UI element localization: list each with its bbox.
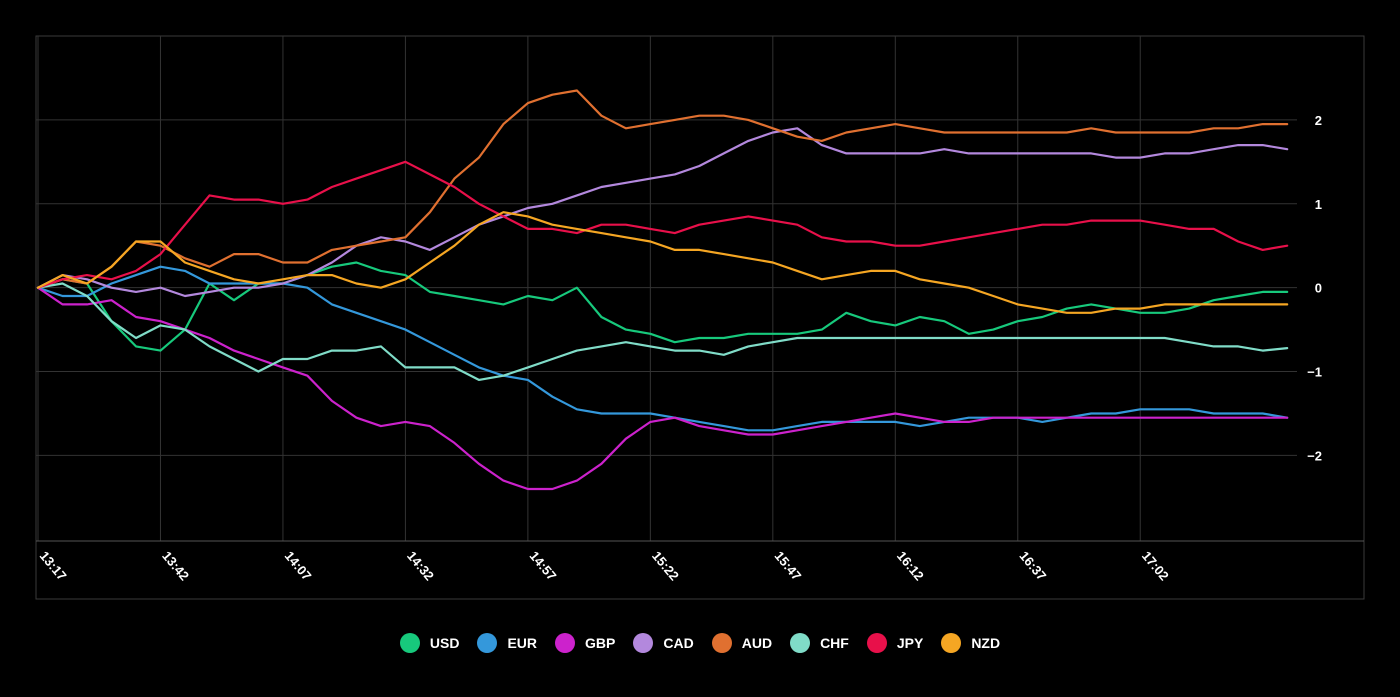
legend-item-nzd[interactable]: NZD	[941, 633, 1000, 653]
legend-label: CHF	[820, 635, 849, 651]
plot-frame	[35, 35, 1365, 600]
legend-marker-icon	[477, 633, 498, 653]
series-line-usd	[36, 261, 1289, 352]
series-line-gbp	[36, 286, 1289, 491]
legend-label: NZD	[971, 635, 1001, 651]
y-tick-label: 2	[1315, 113, 1322, 128]
series-line-eur	[36, 265, 1289, 432]
legend: USD EUR GBP CAD AUD CHF JPY NZD	[0, 630, 1400, 656]
legend-item-jpy[interactable]: JPY	[866, 633, 924, 653]
legend-label: GBP	[585, 635, 616, 651]
series-line-jpy	[36, 160, 1289, 289]
legend-marker-icon	[399, 633, 420, 653]
legend-marker-icon	[711, 633, 732, 653]
series-line-cad	[36, 127, 1289, 298]
y-tick-label: 0	[1315, 281, 1322, 296]
series-line-chf	[36, 282, 1289, 381]
series-lines	[36, 89, 1289, 491]
legend-item-gbp[interactable]: GBP	[555, 633, 615, 653]
y-tick-label: 1	[1315, 197, 1322, 212]
legend-label: CAD	[663, 635, 694, 651]
y-tick-label: −1	[1307, 365, 1322, 380]
y-tick-label: −2	[1307, 448, 1322, 463]
legend-label: USD	[429, 635, 460, 651]
grid	[36, 36, 1297, 541]
series-line-nzd	[36, 211, 1289, 314]
legend-marker-icon	[866, 633, 887, 653]
legend-marker-icon	[941, 633, 962, 653]
legend-item-aud[interactable]: AUD	[711, 633, 773, 653]
legend-label: EUR	[507, 635, 538, 651]
legend-item-chf[interactable]: CHF	[790, 633, 849, 653]
legend-label: AUD	[741, 635, 773, 651]
series-line-aud	[36, 89, 1289, 289]
legend-marker-icon	[790, 633, 811, 653]
legend-item-usd[interactable]: USD	[399, 633, 460, 653]
legend-label: JPY	[896, 635, 924, 651]
legend-item-cad[interactable]: CAD	[633, 633, 694, 653]
legend-item-eur[interactable]: EUR	[477, 633, 537, 653]
legend-marker-icon	[555, 633, 576, 653]
legend-marker-icon	[633, 633, 654, 653]
